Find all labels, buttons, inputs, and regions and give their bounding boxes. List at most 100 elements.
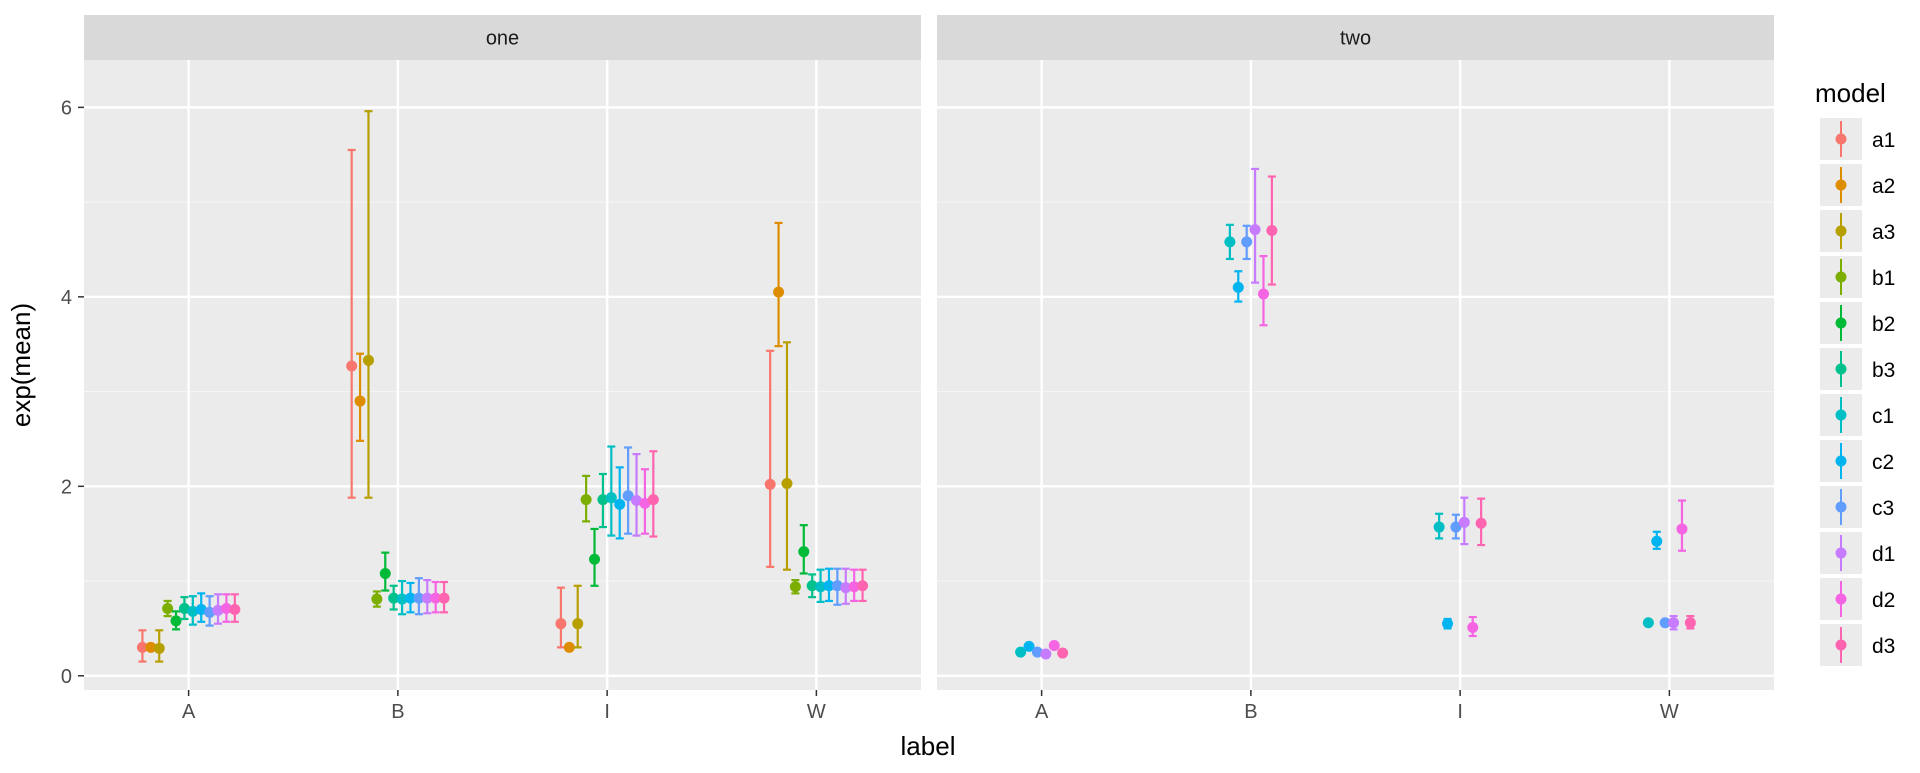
legend-key-point — [1835, 409, 1847, 421]
legend-label: c3 — [1872, 497, 1894, 520]
facet-panel-one: one A B I W 0 2 4 6 — [61, 15, 921, 723]
data-point — [204, 606, 216, 618]
legend-key-point — [1835, 501, 1847, 513]
series-a3 — [153, 110, 793, 663]
x-tick-label: A — [182, 701, 196, 723]
data-point — [848, 581, 860, 593]
data-point — [831, 580, 843, 592]
data-point — [580, 494, 592, 506]
series-d3 — [229, 450, 869, 623]
legend-key-point — [1835, 455, 1847, 467]
data-point — [1241, 236, 1253, 248]
data-point — [396, 593, 408, 605]
data-point — [631, 495, 643, 507]
legend-key-point — [1835, 317, 1847, 329]
legend-key-point — [1835, 547, 1847, 559]
data-point — [1442, 618, 1454, 630]
data-point — [187, 605, 199, 617]
data-point — [1031, 646, 1043, 658]
data-point — [220, 603, 232, 615]
facet-strip — [937, 15, 1774, 60]
x-tick-label: I — [604, 701, 610, 723]
data-point — [1023, 640, 1035, 652]
legend-label: d3 — [1872, 635, 1895, 658]
data-point — [388, 592, 400, 604]
data-point — [1249, 224, 1261, 236]
data-point — [815, 581, 827, 593]
facet-strip-label: two — [1340, 28, 1371, 50]
data-point — [589, 553, 601, 565]
data-point — [195, 603, 207, 615]
data-point — [639, 497, 651, 509]
series-a1 — [136, 148, 776, 663]
series-b1 — [162, 474, 801, 618]
data-point — [773, 286, 785, 298]
series-b2 — [170, 524, 810, 631]
data-point — [1266, 225, 1278, 237]
series-c1 — [1015, 223, 1654, 658]
data-point — [136, 641, 148, 653]
x-tick-label: B — [391, 701, 404, 723]
x-tick-label: W — [1660, 701, 1679, 723]
legend-item-b1: b1 — [1820, 256, 1895, 298]
data-point — [153, 642, 165, 654]
series-c2 — [195, 466, 835, 623]
data-point — [1475, 517, 1487, 529]
data-point — [1232, 281, 1244, 293]
legend-title: model — [1815, 78, 1886, 108]
data-point — [178, 603, 190, 615]
data-point — [764, 478, 776, 490]
legend-item-d3: d3 — [1820, 624, 1895, 666]
legend-key-point — [1835, 593, 1847, 605]
legend-item-c1: c1 — [1820, 394, 1894, 436]
legend-label: c2 — [1872, 451, 1894, 474]
data-point — [555, 618, 567, 630]
plot-panel — [937, 60, 1774, 690]
legend-label: b2 — [1872, 313, 1895, 336]
data-point — [362, 354, 374, 366]
legend-label: b3 — [1872, 359, 1895, 382]
data-point — [1642, 617, 1654, 629]
legend-label: d2 — [1872, 589, 1895, 612]
x-tick-label: W — [807, 701, 826, 723]
legend-label: b1 — [1872, 267, 1895, 290]
data-point — [840, 582, 852, 594]
legend-key-point — [1835, 133, 1847, 145]
legend-item-d2: d2 — [1820, 578, 1895, 620]
data-point — [1450, 521, 1462, 533]
data-point — [1224, 236, 1236, 248]
series-d2 — [1048, 255, 1688, 651]
data-point — [597, 494, 609, 506]
y-tick-label: 6 — [61, 97, 72, 119]
y-tick-label: 0 — [61, 666, 72, 688]
legend-item-a3: a3 — [1820, 210, 1895, 252]
data-point — [1015, 646, 1027, 658]
data-point — [1676, 523, 1688, 535]
legend-key-point — [1835, 363, 1847, 375]
data-point — [1458, 516, 1470, 528]
series-a2 — [145, 221, 785, 653]
data-point — [572, 618, 584, 630]
data-point — [622, 490, 634, 502]
y-tick-label: 2 — [61, 476, 72, 498]
data-point — [212, 604, 224, 616]
legend-item-a2: a2 — [1820, 164, 1895, 206]
legend-item-a1: a1 — [1820, 118, 1895, 160]
legend-label: d1 — [1872, 543, 1895, 566]
data-point — [162, 603, 174, 615]
data-point — [438, 592, 450, 604]
data-point — [1668, 617, 1680, 629]
data-point — [563, 641, 575, 653]
x-tick-label: A — [1035, 701, 1049, 723]
series-d3 — [1057, 175, 1696, 659]
data-point — [789, 581, 801, 593]
data-point — [823, 580, 835, 592]
legend-label: a1 — [1872, 129, 1895, 152]
series-d1 — [1040, 167, 1680, 660]
legend-item-c2: c2 — [1820, 440, 1894, 482]
data-point — [170, 615, 182, 627]
data-point — [781, 477, 793, 489]
legend-item-c3: c3 — [1820, 486, 1894, 528]
data-point — [421, 592, 433, 604]
